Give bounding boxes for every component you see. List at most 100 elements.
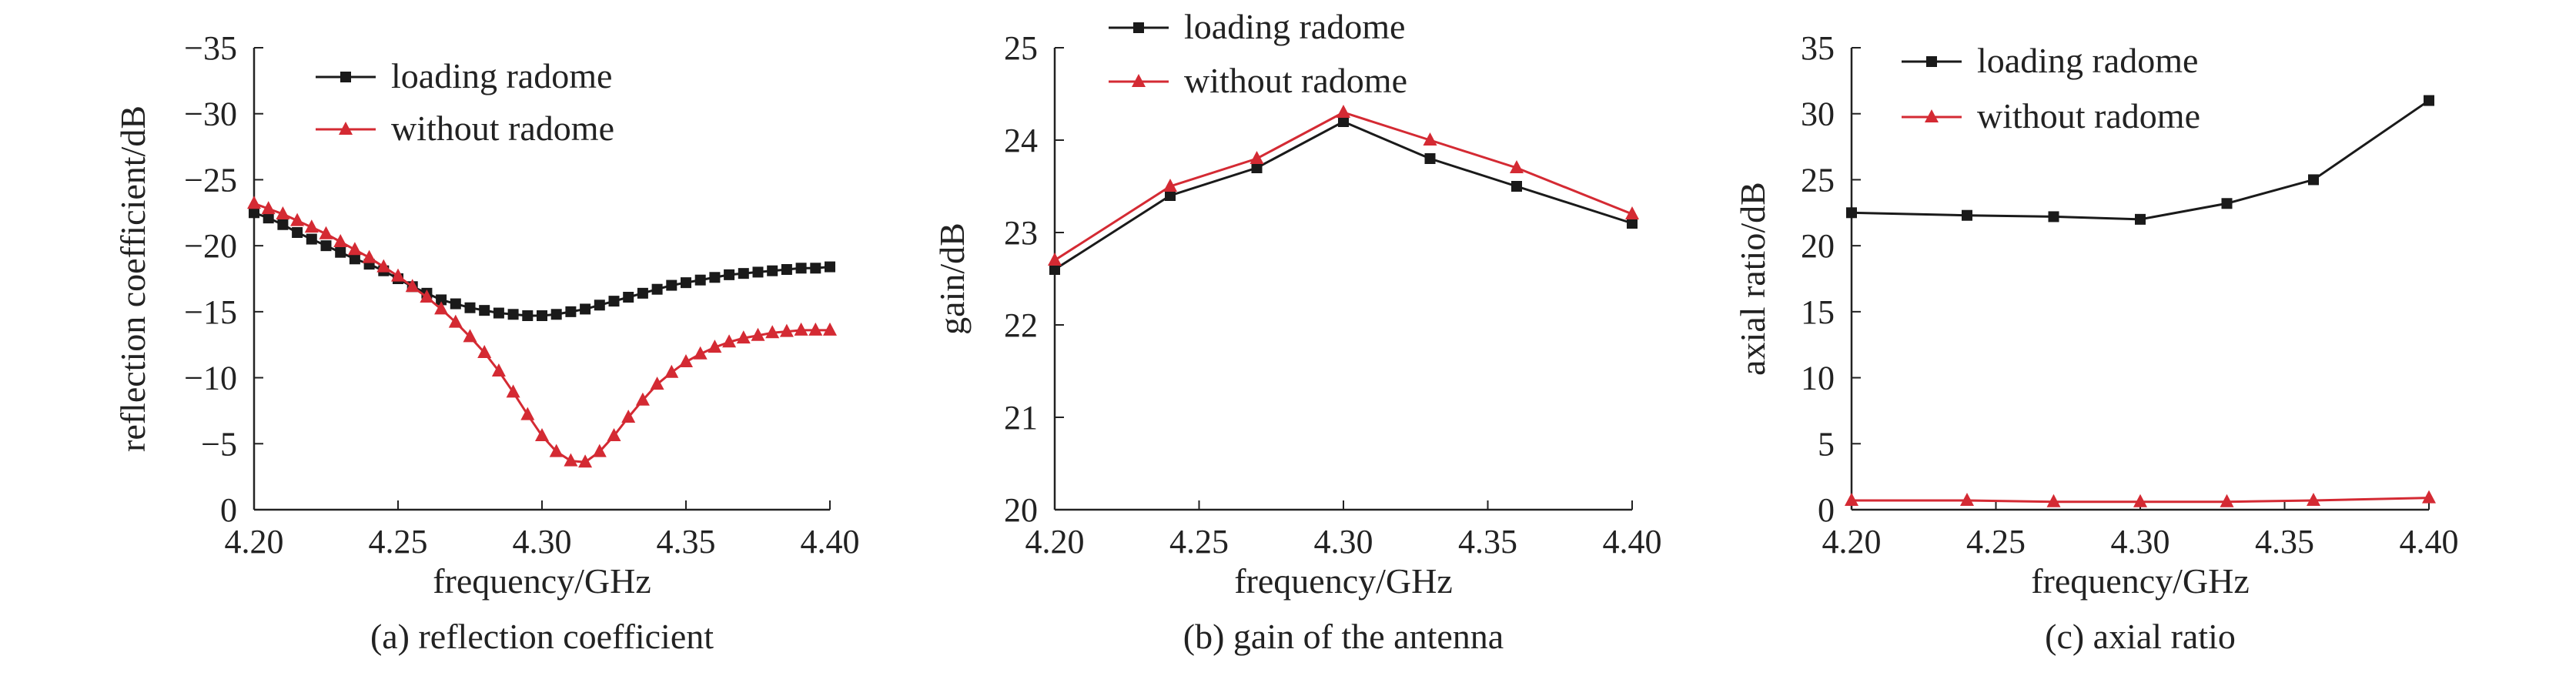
data-point: [810, 263, 821, 274]
chart-caption: (a) reflection coefficient: [370, 617, 714, 656]
data-point: [1132, 74, 1146, 87]
legend-label: loading radome: [1977, 41, 2198, 80]
data-point: [607, 428, 621, 441]
data-point: [464, 302, 476, 313]
data-point: [565, 306, 577, 317]
data-point: [650, 376, 664, 390]
data-point: [2424, 95, 2434, 106]
data-point: [1962, 209, 1972, 221]
data-point: [2307, 493, 2320, 506]
legend-entry: without radome: [1109, 61, 1407, 100]
data-point: [477, 345, 492, 358]
data-point: [335, 246, 346, 258]
y-tick-label: −10: [184, 360, 237, 397]
series-without-radome: [1048, 105, 1639, 266]
data-point: [479, 305, 490, 316]
data-point: [808, 322, 823, 336]
x-tick-label: 4.40: [1603, 523, 1662, 561]
data-point: [320, 240, 332, 252]
y-tick-label: 5: [1818, 425, 1835, 463]
data-point: [290, 213, 305, 226]
data-point: [623, 292, 634, 303]
data-point: [666, 279, 677, 291]
data-point: [578, 454, 593, 468]
y-tick-label: 25: [1801, 161, 1835, 199]
data-point: [621, 410, 636, 423]
data-point: [724, 269, 735, 280]
data-point: [651, 283, 663, 295]
legend-label: without radome: [1977, 96, 2200, 136]
y-tick-label: 10: [1801, 360, 1835, 397]
data-point: [2308, 174, 2319, 186]
data-point: [263, 213, 274, 224]
legend-label: loading radome: [391, 56, 612, 95]
data-point: [463, 329, 477, 343]
data-point: [767, 265, 778, 276]
data-point: [635, 392, 650, 406]
data-point: [261, 201, 276, 215]
y-axis-title: reflection coefficient/dB: [113, 105, 152, 452]
y-tick-label: 20: [1004, 491, 1038, 529]
data-point: [592, 443, 607, 457]
data-point: [420, 289, 434, 303]
chart-caption: (c) axial ratio: [2045, 617, 2236, 656]
legend-entry: loading radome: [1902, 41, 2198, 80]
data-point: [506, 384, 520, 398]
x-tick-label: 4.40: [2400, 523, 2459, 561]
y-tick-label: 30: [1801, 95, 1835, 133]
data-point: [1424, 153, 1436, 164]
y-tick-label: 24: [1004, 122, 1038, 159]
y-tick-label: −35: [184, 29, 237, 67]
data-point: [522, 310, 534, 321]
data-point: [1337, 105, 1350, 118]
data-point: [249, 207, 259, 219]
x-tick-label: 4.30: [1314, 523, 1373, 561]
legend-entry: loading radome: [316, 56, 612, 95]
data-point: [781, 264, 792, 275]
data-point: [391, 268, 405, 282]
series-without-radome: [1845, 490, 2436, 507]
data-point: [1423, 132, 1437, 146]
data-point: [362, 249, 376, 263]
data-point: [1338, 116, 1349, 127]
data-point: [1250, 151, 1264, 164]
series-loading-radome: [1846, 95, 2434, 225]
data-point: [549, 443, 564, 457]
series-loading-radome: [1049, 116, 1638, 275]
x-tick-label: 4.25: [1966, 523, 2026, 561]
legend-label: without radome: [391, 109, 614, 148]
chart-panel-a: 0 −5 −10 −15 −20 −25 −30 −35 4.20 4.25 4.30 4.35 4.4…: [113, 29, 860, 656]
data-point: [681, 277, 691, 289]
data-point: [339, 122, 353, 135]
x-tick-label: 4.30: [2111, 523, 2170, 561]
data-point: [752, 266, 764, 278]
data-point: [491, 363, 506, 376]
data-point: [333, 234, 348, 247]
x-tick-label: 4.40: [801, 523, 860, 561]
data-point: [1627, 218, 1638, 229]
data-point: [709, 272, 721, 283]
legend-entry: without radome: [316, 109, 614, 148]
x-tick-label: 4.20: [1822, 523, 1882, 561]
y-tick-label: 15: [1801, 293, 1835, 331]
data-point: [2046, 494, 2061, 507]
x-axis-title: frequency/GHz: [433, 561, 651, 601]
data-point: [537, 310, 547, 321]
data-point: [594, 300, 605, 311]
data-point: [1625, 206, 1639, 219]
data-point: [507, 309, 519, 320]
x-tick-label: 4.20: [1025, 523, 1085, 561]
data-point: [1163, 179, 1177, 192]
x-tick-label: 4.35: [657, 523, 716, 561]
data-point: [637, 287, 648, 299]
data-point: [1926, 56, 1937, 67]
chart-caption: (b) gain of the antenna: [1183, 617, 1504, 656]
data-point: [306, 233, 317, 245]
data-point: [277, 219, 289, 230]
x-tick-label: 4.35: [2255, 523, 2314, 561]
legend-entry: loading radome: [1109, 7, 1405, 46]
data-point: [450, 298, 461, 310]
data-point: [694, 274, 706, 286]
series-loading-radome: [249, 207, 835, 321]
data-point: [247, 196, 261, 209]
